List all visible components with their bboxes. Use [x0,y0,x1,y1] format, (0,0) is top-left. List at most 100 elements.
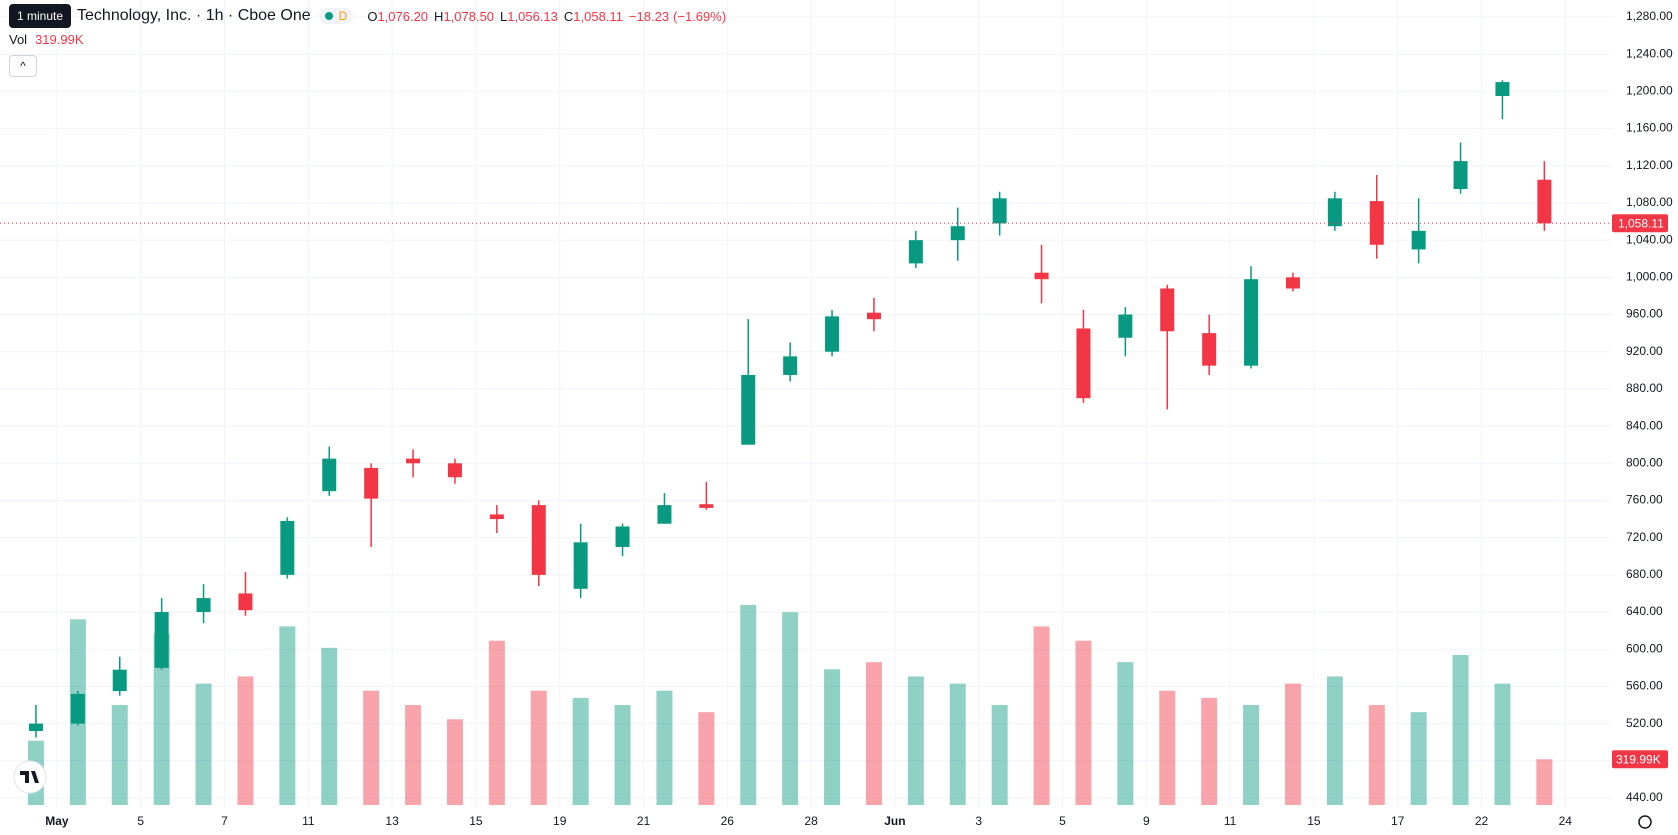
y-tick-label: 800.00 [1626,455,1663,469]
volume-bar [405,705,422,805]
open-value: 1,076.20 [377,8,429,24]
volume-bar [530,690,547,805]
volume-bar [1368,705,1385,805]
candle-body [280,520,295,575]
volume-bar [572,697,589,805]
candle-body [1453,161,1468,190]
candle-body [950,226,965,241]
volume-bar [363,690,380,805]
candle-body [154,612,169,668]
volume-bar [1033,626,1050,805]
y-tick-label: 1,240.00 [1626,46,1673,60]
collapse-button[interactable]: ^ [9,55,37,77]
candle-body [489,514,504,520]
grid [0,0,1612,808]
candle-body [1495,82,1510,97]
high-key: H [434,8,444,24]
candle-body [992,198,1007,224]
volume-bar [949,683,966,805]
candle-body [1244,279,1259,366]
candle-body [1537,179,1552,224]
volume-tag [1612,750,1668,769]
volume-value: 319.99K [35,32,84,47]
x-tick-label: 13 [385,814,399,828]
volume-tag-label: 319.99K [1616,752,1661,766]
candle-body [657,505,672,524]
status-dot [324,12,333,20]
volume-bar [1452,655,1469,805]
volume-bar [195,683,212,805]
volume-bar [740,605,757,805]
status-badge[interactable]: D [318,8,354,24]
volume-layer [27,605,1553,805]
volume-bar [1410,712,1427,805]
candle-body [866,312,881,320]
low-value: 1,056.13 [507,8,558,24]
volume-bar [1494,683,1511,805]
y-tick-label: 720.00 [1626,530,1663,544]
volume-bar [991,705,1008,805]
y-tick-label: 960.00 [1626,307,1663,321]
open-key: O [367,8,378,24]
x-tick-label: 26 [721,814,735,828]
logo-circle [13,760,47,794]
candle-body [406,458,421,464]
x-tick-label: 22 [1475,814,1489,828]
candle-body [573,542,588,589]
x-tick-label: 11 [1224,814,1237,828]
candle-body [196,598,211,613]
y-tick-label: 560.00 [1626,679,1663,693]
volume-bar [824,669,841,805]
x-tick-label: May [45,814,69,828]
candle-body [238,593,253,611]
volume-bar [237,676,254,805]
candle-body [1202,333,1217,366]
volume-bar [1201,697,1218,805]
volume-bar [488,640,505,805]
candle-body [1327,198,1342,227]
volume-bar [782,612,799,805]
volume-bar [1284,683,1301,805]
candle-body [322,458,337,492]
volume-bar [279,626,296,805]
candle-body [1076,328,1091,399]
candle-body [28,723,43,732]
y-tick-label: 1,200.00 [1626,84,1673,98]
x-tick-label: 3 [975,814,982,828]
volume-bar [614,705,631,805]
x-tick-label: 21 [637,814,651,828]
last-price-label: 1,058.11 [1618,216,1664,230]
volume-bar [1159,690,1176,805]
change-value: −18.23 [628,8,670,24]
y-tick-label: 920.00 [1626,344,1663,358]
volume-key: Vol [9,32,28,47]
change-percent: (−1.69%) [673,8,727,24]
candle-body [1411,230,1426,250]
y-tick-label: 1,120.00 [1626,158,1673,172]
x-tick-label: Jun [884,814,905,828]
x-tick-label: 24 [1559,814,1573,828]
y-tick-label: 520.00 [1626,716,1663,730]
symbol-title[interactable]: Technology, Inc. · 1h · Cboe One [77,7,311,24]
candle-body [825,316,840,352]
candle-body [1034,272,1049,280]
x-tick-label: 15 [469,814,483,828]
y-tick-label: 880.00 [1626,381,1663,395]
candle-body [112,669,127,692]
last-price-tag [1612,214,1668,233]
x-tick-label: 15 [1307,814,1321,828]
volume-bar [698,712,715,805]
high-value: 1,078.50 [443,8,495,24]
candle-body [908,240,923,264]
candle-body [447,463,462,478]
candle-body [615,526,630,547]
volume-bar [153,633,170,805]
volume-bar [656,690,673,805]
y-tick-label: 1,040.00 [1626,232,1673,246]
volume-bar [1536,759,1553,805]
volume-bar [907,676,924,805]
settings-icon [1638,815,1652,829]
y-tick-label: 1,160.00 [1626,121,1673,135]
x-tick-label: 7 [221,814,228,828]
